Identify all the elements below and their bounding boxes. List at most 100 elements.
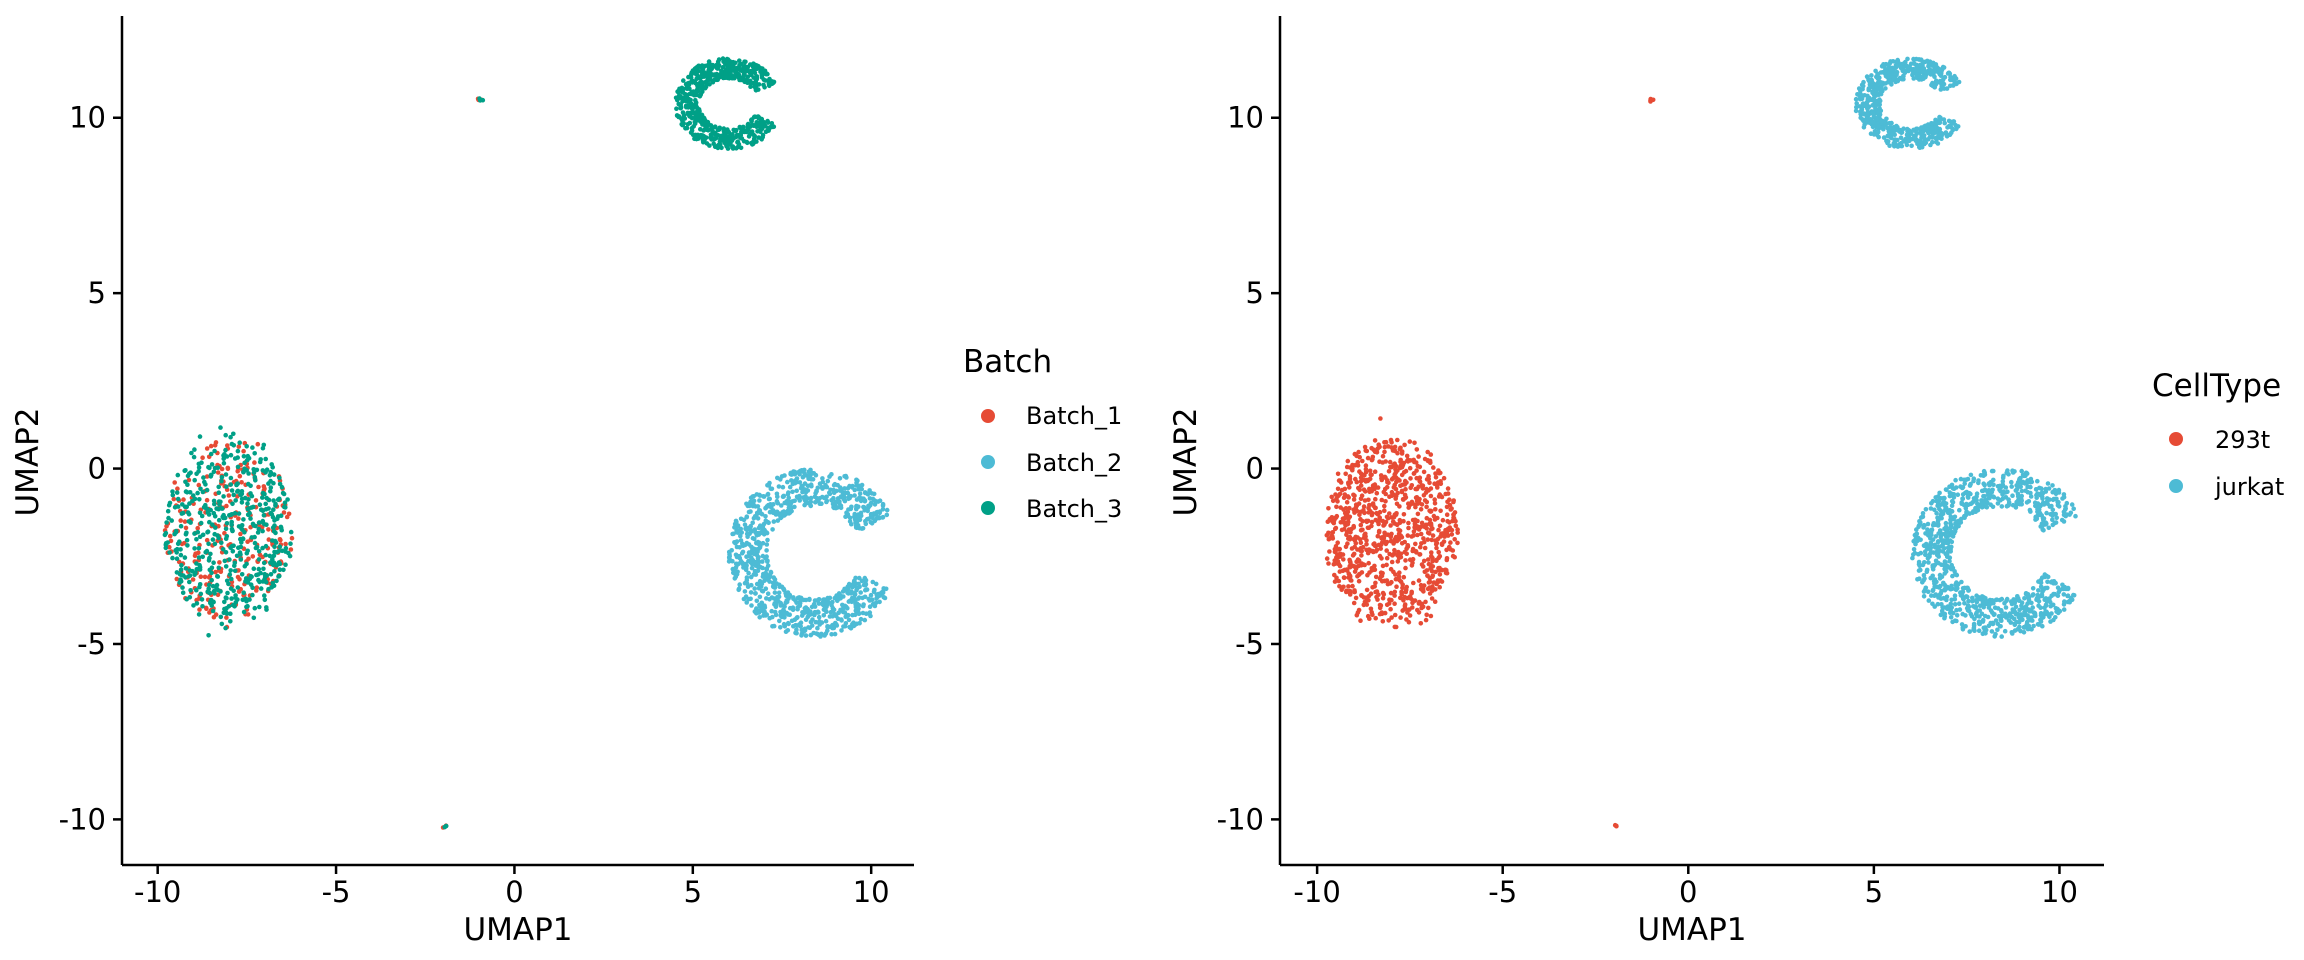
data-point (2029, 600, 2034, 606)
data-point (1359, 570, 1365, 575)
data-point (1421, 558, 1427, 564)
data-point (224, 454, 230, 459)
data-point (693, 132, 698, 138)
data-point (859, 578, 865, 584)
data-point (757, 508, 763, 513)
data-point (1418, 621, 1424, 626)
data-point (723, 141, 729, 147)
data-point (860, 526, 866, 531)
data-point (1366, 525, 1372, 530)
data-point (766, 502, 771, 508)
data-point (1339, 587, 1344, 592)
data-point (1345, 494, 1351, 499)
data-point (210, 537, 216, 542)
data-point (692, 68, 698, 73)
data-point (1419, 502, 1425, 507)
data-point (1364, 518, 1369, 524)
data-point (812, 494, 818, 500)
data-point (1960, 596, 1966, 602)
data-point (218, 589, 223, 594)
data-point (2009, 479, 2014, 485)
data-point (839, 618, 844, 623)
data-point (246, 471, 251, 476)
data-point (1995, 606, 2001, 611)
data-point (1996, 614, 2002, 619)
data-point (1388, 523, 1393, 528)
data-point (1404, 551, 1409, 556)
data-point (769, 121, 775, 126)
data-point (869, 491, 875, 496)
data-point (252, 451, 257, 456)
data-point (749, 117, 754, 122)
data-point (207, 567, 213, 573)
data-point (683, 98, 689, 104)
data-point (724, 134, 729, 139)
data-point (2036, 603, 2041, 608)
data-point (1982, 470, 1987, 476)
data-point (183, 532, 189, 537)
data-point (1377, 553, 1383, 559)
data-point (1428, 493, 1434, 499)
data-point (1428, 566, 1433, 571)
data-point (1941, 117, 1947, 122)
data-point (764, 596, 769, 601)
data-point (1942, 503, 1947, 508)
data-point (196, 612, 202, 617)
data-point (2065, 593, 2071, 598)
data-point (797, 480, 803, 485)
data-point (787, 605, 793, 611)
data-point (765, 491, 771, 497)
data-point (1453, 523, 1459, 529)
data-point (1390, 475, 1396, 481)
data-point (873, 511, 878, 516)
data-point (170, 555, 175, 561)
data-point (765, 577, 771, 582)
data-point (254, 467, 260, 473)
data-point (786, 490, 791, 495)
data-point (1413, 486, 1418, 492)
data-point (1960, 586, 1966, 591)
data-point (205, 530, 210, 535)
data-point (1920, 580, 1925, 585)
data-point (1904, 132, 1910, 137)
data-point (256, 520, 262, 525)
data-point (727, 59, 733, 64)
data-point (775, 475, 780, 481)
data-point (2039, 592, 2045, 598)
data-point (1957, 607, 1963, 612)
data-point (263, 552, 269, 558)
data-point (761, 82, 766, 88)
data-point (759, 600, 765, 606)
data-point (1942, 120, 1947, 126)
data-point (1972, 628, 1977, 633)
data-point (1945, 510, 1951, 516)
data-point (2009, 484, 2014, 489)
data-point (270, 514, 276, 520)
data-point (1424, 486, 1429, 492)
data-point (765, 120, 771, 125)
data-point (238, 492, 243, 498)
data-point (166, 502, 172, 508)
data-point (1451, 499, 1456, 505)
data-point (1891, 141, 1897, 146)
data-point (1923, 140, 1929, 146)
data-point (2050, 507, 2056, 513)
data-point (1871, 111, 1876, 116)
data-point (2056, 504, 2062, 509)
data-point (1411, 580, 1416, 586)
data-point (760, 559, 765, 564)
data-point (680, 118, 685, 124)
data-point (825, 597, 830, 602)
data-point (845, 613, 850, 619)
data-point (231, 543, 236, 548)
x-axis-label: UMAP1 (463, 912, 572, 948)
data-point (241, 454, 247, 459)
data-point (257, 502, 263, 508)
data-point (1356, 449, 1361, 455)
data-point (1930, 126, 1935, 131)
data-point (213, 612, 219, 617)
data-point (745, 79, 750, 85)
data-point (1954, 613, 1960, 618)
data-point (704, 141, 710, 146)
data-point (767, 509, 773, 515)
